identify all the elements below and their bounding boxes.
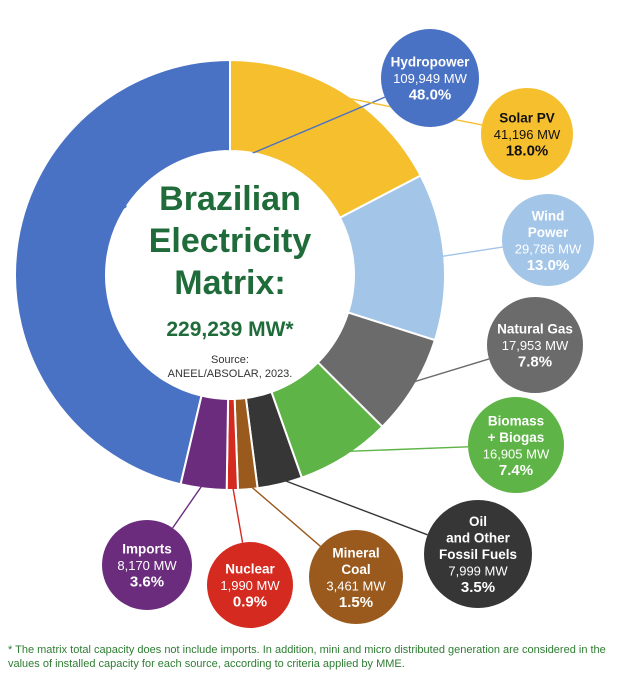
leader-line xyxy=(408,358,490,385)
slice-percent-label: 48.0% xyxy=(409,87,452,104)
bubble-circle xyxy=(487,297,583,393)
bubble-circle xyxy=(102,520,192,610)
slice-name-label: Hydropower xyxy=(391,55,471,70)
slice-percent-label: 3.5% xyxy=(461,579,495,596)
chart-title-line: Electricity xyxy=(149,222,312,260)
slice-name-label: Biomass xyxy=(488,413,544,428)
slice-percent-label: 18.0% xyxy=(506,143,549,160)
slice-name-label: Nuclear xyxy=(225,562,275,577)
slice-percent-label: 0.9% xyxy=(233,594,267,611)
leader-line xyxy=(341,446,469,453)
slice-value-label: 41,196 MW xyxy=(494,127,561,142)
bubble-circle xyxy=(502,194,594,286)
chart-source-line: Source: xyxy=(211,354,249,366)
slice-percent-label: 13.0% xyxy=(527,257,570,274)
slice-name-label: + Biogas xyxy=(488,430,545,445)
slice-value-label: 7,999 MW xyxy=(448,564,508,579)
leader-line xyxy=(172,482,205,529)
slice-value-label: 109,949 MW xyxy=(393,71,467,86)
bubble-circle xyxy=(381,29,479,127)
leader-line xyxy=(278,477,428,536)
slice-name-label: Fossil Fuels xyxy=(439,547,517,562)
slice-value-label: 8,170 MW xyxy=(117,558,177,573)
bubble-circle xyxy=(481,88,573,180)
chart-title-line: Matrix: xyxy=(174,264,285,302)
bubble-circle xyxy=(207,542,293,628)
footnote: * The matrix total capacity does not inc… xyxy=(8,644,606,670)
slice-percent-label: 7.4% xyxy=(499,462,533,479)
slice-name-label: Power xyxy=(528,225,569,240)
slice-percent-label: 3.6% xyxy=(130,574,164,591)
slice-name-label: Solar PV xyxy=(499,111,555,126)
leader-line xyxy=(246,482,321,547)
leader-line xyxy=(438,246,503,258)
slice-name-label: Oil xyxy=(469,514,487,529)
slice-name-label: and Other xyxy=(446,531,511,546)
slice-name-label: Mineral xyxy=(332,545,379,560)
slice-percent-label: 7.8% xyxy=(518,354,552,371)
donut-hole xyxy=(106,151,354,399)
bubble-circle xyxy=(424,500,532,608)
slice-name-label: Natural Gas xyxy=(497,322,573,337)
slice-value-label: 29,786 MW xyxy=(515,241,582,256)
center-label: Brazilian Electricity Matrix: 229,239 MW… xyxy=(149,180,312,380)
slice-name-label: Wind xyxy=(532,208,565,223)
chart-total: 229,239 MW* xyxy=(166,318,294,341)
chart-source-line: ANEEL/ABSOLAR, 2023. xyxy=(168,368,293,380)
donut-chart: Brazilian Electricity Matrix: 229,239 MW… xyxy=(14,29,594,628)
slice-value-label: 17,953 MW xyxy=(502,338,569,353)
slice-value-label: 3,461 MW xyxy=(326,578,386,593)
slice-value-label: 16,905 MW xyxy=(483,446,550,461)
chart-title-line: Brazilian xyxy=(159,180,301,218)
leader-line xyxy=(231,483,244,543)
slice-percent-label: 1.5% xyxy=(339,594,373,611)
bubble-circle xyxy=(468,397,564,493)
bubble-circle xyxy=(309,530,403,624)
slice-name-label: Imports xyxy=(122,542,172,557)
slice-name-label: Coal xyxy=(341,562,370,577)
slice-value-label: 1,990 MW xyxy=(220,578,280,593)
